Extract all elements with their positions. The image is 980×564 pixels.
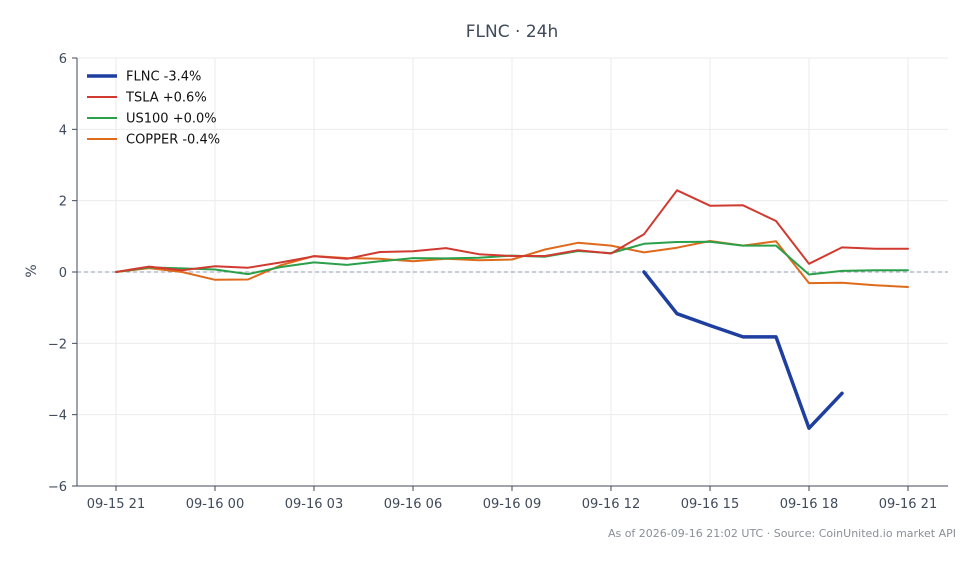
x-axis-ticks: 09-15 21 09-16 00 09-16 03 09-16 06 09-16 09… [87,486,937,512]
y-axis-label: % [24,264,40,277]
x-tick-label: 09-16 15 [681,497,739,512]
y-tick-label: −4 [48,409,67,424]
y-tick-label: −2 [48,337,67,352]
x-tick-label: 09-16 21 [879,497,937,512]
x-tick-label: 09-16 06 [384,497,442,512]
source-note: As of 2026-09-16 21:02 UTC · Source: Coi… [608,527,956,540]
legend-label: COPPER -0.4% [126,133,220,148]
x-tick-label: 09-16 03 [285,497,343,512]
series-line-tsla [115,189,909,273]
y-tick-label: 4 [59,123,67,138]
y-axis-ticks: −6 −4 −2 0 2 4 6 [48,52,77,495]
y-tick-label: 6 [59,52,67,67]
series-line-flnc [642,270,844,430]
legend-label: TSLA +0.6% [125,91,207,106]
series-line-copper [115,240,909,288]
x-tick-label: 09-16 09 [483,497,541,512]
legend-label: US100 +0.0% [126,112,217,127]
chart-title: FLNC · 24h [466,22,558,42]
x-tick-label: 09-16 00 [186,497,244,512]
x-tick-label: 09-16 18 [780,497,838,512]
y-tick-label: −6 [48,480,67,495]
y-tick-label: 0 [59,266,67,281]
x-tick-label: 09-15 21 [87,497,145,512]
x-tick-label: 09-16 12 [582,497,640,512]
legend-label: FLNC -3.4% [126,70,201,85]
legend: FLNC -3.4% TSLA +0.6% US100 +0.0% COPPER -0… [87,70,220,148]
series-lines [115,189,909,430]
y-tick-label: 2 [59,195,67,210]
